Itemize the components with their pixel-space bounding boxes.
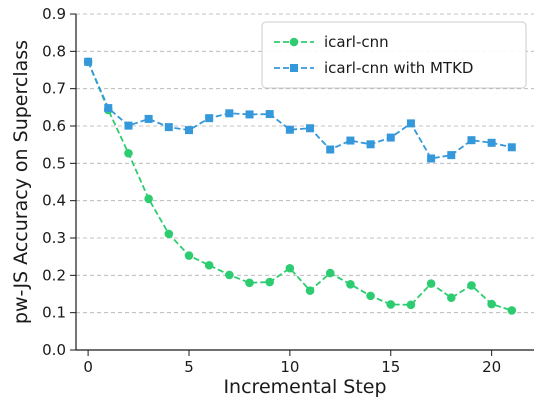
x-tick-label-2: 10 xyxy=(280,358,299,376)
series-1-point-15 xyxy=(386,133,395,142)
y-tick-label-6: 0.6 xyxy=(42,117,66,135)
x-axis-label: Incremental Step xyxy=(223,376,386,398)
series-1-point-0 xyxy=(84,57,93,66)
legend-box xyxy=(261,21,527,89)
series-0-point-7 xyxy=(225,270,234,280)
y-tick-label-8: 0.8 xyxy=(42,42,66,60)
x-tick-label-3: 15 xyxy=(381,358,400,376)
series-0-point-14 xyxy=(366,291,375,301)
series-1-point-2 xyxy=(124,121,133,130)
x-tick-label-0: 0 xyxy=(83,358,93,376)
series-layer xyxy=(83,57,517,315)
series-0-point-2 xyxy=(124,148,133,158)
y-tick-label-3: 0.3 xyxy=(42,229,66,247)
series-line-1 xyxy=(87,61,513,160)
series-1-point-1 xyxy=(104,104,113,113)
ticks: 0.0 0.1 0.2 0.3 0.4 0.5 0.6 0.7 0.8 0.9 0 5 10 15 20 xyxy=(42,5,501,376)
y-tick-label-7: 0.7 xyxy=(42,80,66,98)
legend-label-1: icarl-cnn with MTKD xyxy=(324,59,473,77)
series-0-point-21 xyxy=(507,306,517,315)
series-1-point-10 xyxy=(285,125,294,134)
axes xyxy=(75,14,534,351)
y-axis-label: pw-JS Accuracy on Superclass xyxy=(10,40,32,324)
series-0-point-18 xyxy=(446,293,456,303)
legend-label-0: icarl-cnn xyxy=(324,33,389,51)
x-tick-label-1: 5 xyxy=(184,358,194,376)
series-1-point-19 xyxy=(467,136,476,145)
series-0-point-11 xyxy=(305,286,315,295)
series-1-point-8 xyxy=(245,110,254,119)
series-0-point-16 xyxy=(406,300,416,310)
series-0-point-13 xyxy=(346,279,355,289)
series-0-point-12 xyxy=(325,268,335,278)
series-1-point-4 xyxy=(164,123,173,132)
series-0-point-17 xyxy=(426,279,436,288)
series-1-point-18 xyxy=(447,151,456,160)
series-1-point-6 xyxy=(205,114,214,123)
legend-marker-1 xyxy=(290,64,298,72)
series-1-point-3 xyxy=(144,114,153,123)
series-0-point-19 xyxy=(467,281,476,290)
legend-marker-0 xyxy=(289,37,299,47)
series-1-point-20 xyxy=(487,138,496,147)
y-tick-label-1: 0.1 xyxy=(42,304,66,322)
series-1-point-9 xyxy=(265,110,274,119)
y-tick-label-0: 0.0 xyxy=(42,341,66,359)
series-0-point-6 xyxy=(204,260,214,270)
series-1-point-17 xyxy=(427,154,436,163)
y-tick-label-9: 0.9 xyxy=(42,5,66,23)
series-0-point-8 xyxy=(245,278,254,288)
series-line-0 xyxy=(87,61,513,312)
series-0-point-5 xyxy=(184,251,194,260)
series-0-point-3 xyxy=(144,194,153,204)
series-1-point-7 xyxy=(225,109,234,118)
series-1-point-12 xyxy=(326,145,335,154)
series-0-point-9 xyxy=(265,277,274,287)
y-tick-label-5: 0.5 xyxy=(42,154,66,172)
series-1-point-21 xyxy=(507,143,516,152)
y-tick-label-4: 0.4 xyxy=(42,192,66,210)
series-0-point-4 xyxy=(164,229,174,239)
series-0-point-15 xyxy=(386,300,396,309)
series-1-point-11 xyxy=(306,124,315,133)
series-1-point-5 xyxy=(184,126,193,135)
legend: icarl-cnn icarl-cnn with MTKD xyxy=(261,21,527,89)
y-tick-label-2: 0.2 xyxy=(42,266,66,284)
series-0-point-10 xyxy=(285,263,295,273)
x-tick-label-4: 20 xyxy=(482,358,501,376)
series-1-point-14 xyxy=(366,140,375,149)
series-0-point-20 xyxy=(487,299,496,309)
series-1-point-16 xyxy=(406,119,415,128)
series-1-point-13 xyxy=(346,136,355,145)
